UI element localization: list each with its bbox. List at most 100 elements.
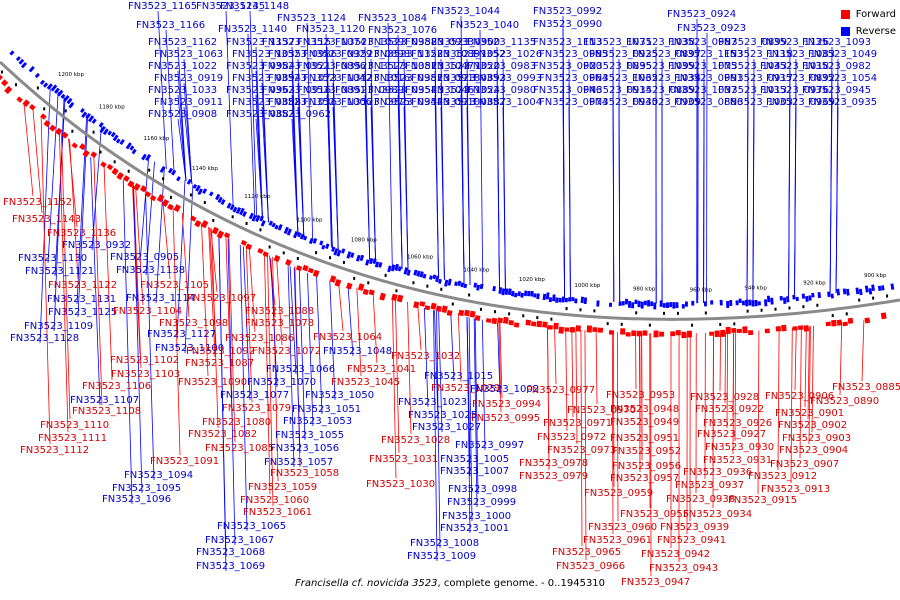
leader-line [289, 266, 297, 375]
strand-mark [788, 306, 791, 310]
strand-mark [245, 221, 248, 225]
reverse-gene-arrow [536, 293, 540, 300]
leader-line [103, 164, 113, 381]
reverse-gene-arrow [235, 207, 242, 215]
reverse-gene-label: FN3523_1081 [368, 61, 437, 72]
reverse-gene-arrow [527, 290, 531, 297]
leader-line [208, 227, 216, 358]
leader-line [395, 298, 400, 454]
forward-gene-arrow [792, 326, 798, 331]
reverse-gene-label: FN3523_1117 [335, 61, 404, 72]
leader-line [724, 332, 726, 404]
leader-line [804, 326, 807, 408]
forward-gene-arrow [413, 301, 420, 309]
reverse-gene-arrow [792, 294, 796, 300]
reverse-gene-arrow [460, 282, 465, 288]
reverse-gene-label: FN3523_0984 [226, 61, 295, 72]
forward-gene-arrow [435, 305, 442, 312]
reverse-gene-label: FN3523_0914 [583, 85, 652, 96]
strand-mark [565, 307, 568, 311]
reverse-gene-label: FN3523_1044 [431, 6, 500, 17]
forward-gene-label: FN3523_1072 [252, 346, 321, 357]
reverse-gene-arrow [251, 214, 257, 222]
reverse-gene-arrow [46, 83, 53, 90]
reverse-gene-arrow [764, 299, 768, 307]
reverse-gene-arrow [877, 285, 882, 292]
forward-gene-label: FN3523_0885 [832, 382, 900, 393]
forward-gene-label: FN3523_1108 [72, 406, 141, 417]
reverse-gene-label: FN3523_0982 [802, 61, 871, 72]
reverse-gene-arrow [473, 282, 478, 288]
reverse-gene-arrow [836, 288, 841, 296]
legend-reverse-label: Reverse [855, 26, 896, 37]
strand-mark [384, 273, 387, 277]
reverse-gene-arrow [226, 202, 232, 209]
reverse-gene-arrow [129, 145, 135, 151]
reverse-gene-label: FN3523_1037 [668, 85, 737, 96]
leader-line [794, 327, 797, 391]
forward-gene-label: FN3523_0936 [683, 467, 752, 478]
reverse-gene-label: FN3523_0945 [802, 85, 871, 96]
reverse-gene-arrow [568, 297, 572, 302]
reverse-gene-label: FN3523_1054 [808, 73, 877, 84]
forward-gene-label: FN3523_0994 [472, 399, 541, 410]
reverse-gene-arrow [435, 275, 440, 283]
forward-gene-arrow [564, 327, 570, 332]
forward-gene-label: FN3523_0965 [552, 547, 621, 558]
reverse-gene-arrow [618, 301, 622, 306]
forward-gene-label: FN3523_0977 [526, 385, 595, 396]
reverse-gene-arrow [350, 252, 355, 258]
reverse-gene-arrow [640, 301, 644, 309]
reverse-gene-arrow [580, 296, 584, 304]
forward-gene-arrow [864, 317, 871, 324]
reverse-gene-label: FN3523_1015 [424, 371, 493, 382]
leader-line [181, 212, 190, 318]
leader-line [183, 82, 193, 185]
leader-line [612, 94, 615, 302]
reverse-gene-label: FN3523_0894 [232, 73, 301, 84]
forward-gene-arrow [307, 267, 314, 274]
forward-gene-label: FN3523_1098 [159, 318, 228, 329]
reverse-gene-label: FN3523_1128 [10, 333, 79, 344]
leader-line [135, 185, 144, 306]
strand-mark [691, 323, 694, 327]
forward-gene-label: FN3523_0957 [610, 473, 679, 484]
leader-line [370, 106, 376, 263]
reverse-gene-label: FN3523_0990 [533, 19, 602, 30]
leader-line [68, 138, 78, 228]
leader-line [247, 33, 256, 217]
forward-gene-label: FN3523_1028 [381, 435, 450, 446]
reverse-gene-arrow [754, 299, 758, 307]
forward-gene-arrow [419, 301, 426, 307]
reverse-gene-label: FN3523_1067 [205, 535, 274, 546]
leader-line [270, 258, 278, 388]
legend-forward-label: Forward [855, 9, 896, 20]
reverse-gene-arrow [845, 288, 850, 296]
forward-gene-arrow [55, 127, 63, 136]
forward-gene-label: FN3523_0960 [588, 522, 657, 533]
reverse-gene-arrow [232, 206, 238, 213]
reverse-gene-label: FN3523_1130 [18, 253, 87, 264]
reverse-gene-label: FN3523_1046 [405, 85, 474, 96]
reverse-gene-label: FN3523_1038 [626, 37, 695, 48]
forward-gene-label: FN3523_0995 [471, 413, 540, 424]
forward-gene-arrow [880, 312, 887, 320]
forward-gene-label: FN3523_0904 [779, 445, 848, 456]
reverse-gene-arrow [168, 167, 174, 174]
leader-line [133, 183, 142, 369]
scale-tick-label: 1140 kbp [192, 166, 218, 172]
reverse-gene-arrow [738, 298, 742, 304]
leader-line [261, 106, 269, 223]
reverse-gene-label: FN3523_0897 [632, 49, 701, 60]
strand-mark [845, 312, 848, 316]
caption-rest: , complete genome. - 0..1945310 [437, 578, 606, 589]
reverse-gene-arrow [627, 300, 632, 308]
reverse-gene-label: FN3523_0924 [667, 9, 736, 20]
reverse-gene-arrow [60, 93, 66, 99]
strand-mark [536, 316, 539, 320]
reverse-gene-label: FN3523_0919 [154, 73, 223, 84]
forward-gene-arrow [636, 330, 642, 337]
scale-tick-label: 1100 kbp [297, 217, 323, 223]
forward-gene-arrow [133, 182, 141, 191]
leader-line [287, 265, 295, 468]
